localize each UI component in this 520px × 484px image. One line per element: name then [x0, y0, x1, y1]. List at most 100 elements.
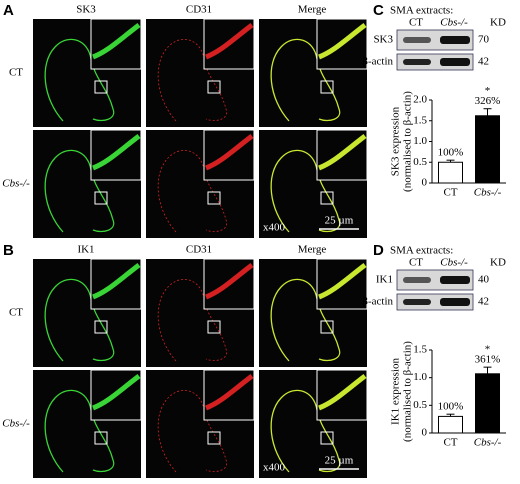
scale-bar-label: 25 µm — [325, 455, 354, 467]
inset-detail — [92, 134, 141, 171]
y-axis-label: (normalised to β-actin) — [402, 91, 414, 192]
bar-annotation: 326% — [475, 95, 501, 107]
x-tick-label: CT — [443, 187, 457, 199]
blot-size: 70 — [478, 34, 490, 46]
blot-band — [403, 277, 431, 283]
y-axis-label: (normalised to β-actin) — [402, 341, 414, 442]
row-label: Cbs-/- — [2, 418, 30, 430]
blot-row-label: IK1 — [376, 274, 393, 286]
blot-band — [440, 298, 470, 306]
blot-size: 42 — [478, 56, 489, 68]
y-tick-label: 1.5 — [413, 344, 427, 356]
inset-detail — [318, 134, 367, 171]
zoom-box — [94, 191, 108, 205]
column-header: Merge — [298, 4, 327, 16]
column-header: CD31 — [186, 244, 212, 256]
x-tick-label: Cbs-/- — [474, 437, 502, 449]
inset-detail — [205, 263, 254, 300]
panel-letter: A — [3, 2, 14, 19]
panel-letter: B — [3, 242, 14, 259]
blot-row-label: β-actin — [362, 296, 393, 308]
y-tick-label: 1.0 — [413, 135, 427, 147]
inset-detail — [92, 263, 141, 300]
blot-band — [403, 37, 431, 43]
significance: * — [485, 344, 491, 356]
column-header: IK1 — [77, 244, 94, 256]
blot-row-label: SK3 — [373, 34, 393, 46]
zoom-box — [320, 80, 334, 94]
inset-detail — [318, 374, 367, 411]
lane-label: Cbs-/- — [440, 257, 468, 269]
blot-band — [440, 36, 470, 44]
row-label: CT — [9, 307, 23, 319]
lane-label: CT — [409, 17, 423, 29]
micrograph — [259, 18, 368, 127]
scale-bar-label: 25 µm — [325, 215, 354, 227]
significance: * — [485, 85, 491, 97]
micrograph — [146, 18, 255, 127]
zoom-box — [94, 431, 108, 445]
y-tick-label: 1.5 — [413, 114, 427, 126]
row-label: Cbs-/- — [2, 178, 30, 190]
zoom-box — [207, 320, 221, 334]
bar — [438, 415, 463, 434]
x-tick-label: Cbs-/- — [474, 187, 502, 199]
y-axis-label: IK1 expression — [390, 358, 402, 425]
bar — [475, 373, 500, 434]
unit-label: KD — [490, 17, 506, 29]
inset-detail — [205, 23, 254, 60]
blot-row-label: β-actin — [362, 56, 393, 68]
blot-size: 40 — [478, 274, 490, 286]
micrograph — [146, 369, 255, 478]
panel-letter: C — [373, 2, 384, 19]
micrograph: x400 25 µm — [259, 369, 368, 478]
y-tick-label: 0.5 — [413, 156, 427, 168]
blot-title: SMA extracts: — [390, 5, 453, 17]
inset-detail — [92, 23, 141, 60]
micrograph — [146, 129, 255, 238]
row-label: CT — [9, 67, 23, 79]
micrograph: x400 25 µm — [259, 129, 368, 238]
micrograph — [33, 129, 142, 238]
y-tick-label: 2.0 — [413, 94, 427, 106]
micrograph — [33, 369, 142, 478]
zoom-box — [320, 320, 334, 334]
y-axis-label: SK3 expression — [390, 106, 402, 176]
blot-strip — [396, 29, 474, 51]
inset-detail — [318, 23, 367, 60]
zoom-box — [94, 320, 108, 334]
panel-letter: D — [373, 242, 384, 259]
column-header: SK3 — [76, 4, 96, 16]
micrograph — [33, 18, 142, 127]
column-header: CD31 — [186, 4, 212, 16]
y-tick-label: 0 — [422, 427, 428, 439]
blot-strip — [396, 269, 474, 291]
lane-label: Cbs-/- — [440, 17, 468, 29]
micrograph — [146, 258, 255, 367]
y-tick-label: 0 — [422, 177, 428, 189]
inset-detail — [318, 263, 367, 300]
blot-band — [440, 276, 470, 284]
blot-title: SMA extracts: — [390, 245, 453, 257]
zoom-box — [320, 191, 334, 205]
bar-annotation: 100% — [438, 147, 464, 159]
y-tick-label: 1.0 — [413, 371, 427, 383]
bar — [438, 161, 463, 184]
micrograph — [259, 258, 368, 367]
x-tick-label: CT — [443, 437, 457, 449]
inset-detail — [205, 374, 254, 411]
magnification: x400 — [263, 462, 286, 474]
zoom-box — [320, 431, 334, 445]
blot-size: 42 — [478, 296, 489, 308]
zoom-box — [207, 80, 221, 94]
bar-annotation: 361% — [475, 354, 501, 366]
lane-label: CT — [409, 257, 423, 269]
magnification: x400 — [263, 222, 286, 234]
zoom-box — [207, 191, 221, 205]
y-tick-label: 0.5 — [413, 399, 427, 411]
inset-detail — [92, 374, 141, 411]
blot-band — [403, 299, 431, 305]
column-header: Merge — [298, 244, 327, 256]
bar — [475, 115, 500, 184]
